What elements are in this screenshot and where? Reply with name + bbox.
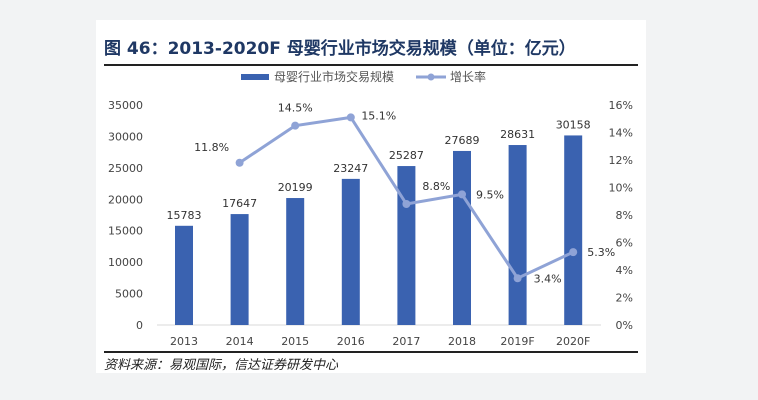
y-right-tick-label: 14% — [609, 127, 633, 140]
y-left-tick-label: 30000 — [108, 130, 143, 143]
source-divider — [104, 351, 638, 353]
growth-value-label: 3.4% — [534, 272, 562, 285]
bar-value-label: 23247 — [333, 162, 368, 175]
chart-title: 图 46：2013-2020F 母婴行业市场交易规模（单位：亿元） — [104, 39, 576, 59]
bar-value-label: 20199 — [278, 181, 313, 194]
y-left-tick-label: 25000 — [108, 162, 143, 175]
y-right-tick-label: 12% — [609, 154, 633, 167]
y-right-tick-label: 8% — [616, 209, 633, 222]
legend-bar-label: 母婴行业市场交易规模 — [274, 69, 394, 84]
growth-point — [569, 248, 578, 257]
chart-svg: 母婴行业市场交易规模 增长率 0 5000 10000 15000 20000 25000 30… — [108, 69, 633, 348]
bar — [230, 214, 249, 325]
growth-value-label: 14.5% — [278, 102, 313, 115]
x-tick-label: 2014 — [226, 335, 254, 348]
y-left-tick-label: 0 — [136, 319, 143, 332]
growth-point — [402, 200, 411, 208]
x-tick-label: 2018 — [448, 335, 476, 348]
bar-value-label: 30158 — [556, 118, 591, 131]
y-left-tick-label: 20000 — [108, 193, 143, 206]
y-right-tick-label: 2% — [616, 292, 633, 305]
legend-line-marker — [427, 73, 435, 81]
bar — [175, 225, 193, 325]
y-right-tick-label: 6% — [616, 237, 633, 250]
x-tick-label: 2015 — [281, 335, 309, 348]
bar-value-label: 15783 — [167, 209, 202, 222]
legend-bar-swatch — [241, 74, 269, 80]
chart-card: 图 46：2013-2020F 母婴行业市场交易规模（单位：亿元） 母婴行业市场… — [96, 20, 646, 373]
growth-point — [346, 113, 355, 122]
bar — [453, 150, 471, 325]
y-left-tick-label: 15000 — [108, 225, 143, 238]
bar-value-label: 28631 — [500, 128, 535, 141]
x-tick-label: 2020F — [556, 335, 590, 348]
x-tick-label: 2013 — [170, 335, 198, 348]
y-left-tick-label: 35000 — [108, 99, 143, 112]
y-left-tick-label: 5000 — [115, 288, 143, 301]
legend-line-label: 增长率 — [450, 69, 486, 84]
growth-point — [291, 121, 300, 130]
y-right-tick-label: 4% — [616, 264, 633, 277]
growth-point — [458, 190, 466, 199]
x-tick-label: 2017 — [392, 335, 420, 348]
bar-value-label: 25287 — [389, 149, 424, 162]
y-right-tick-label: 16% — [609, 99, 633, 112]
growth-value-label: 11.8% — [194, 141, 229, 154]
y-right-tick-label: 0% — [616, 319, 633, 332]
growth-value-label: 15.1% — [361, 109, 396, 122]
growth-point — [513, 274, 522, 283]
growth-value-label: 5.3% — [587, 246, 615, 259]
bar-value-label: 27689 — [445, 134, 480, 147]
growth-value-label: 8.8% — [422, 180, 450, 193]
x-tick-label: 2016 — [337, 335, 365, 348]
bar — [508, 145, 527, 325]
y-left-tick-label: 10000 — [108, 256, 143, 269]
x-tick-label: 2019F — [500, 335, 534, 348]
growth-value-label: 9.5% — [476, 188, 504, 201]
y-right-tick-label: 10% — [609, 182, 633, 195]
bar — [397, 166, 416, 325]
bar — [341, 178, 360, 325]
title-divider — [104, 64, 638, 66]
bar — [564, 135, 583, 325]
source-note: 资料来源：易观国际，信达证券研发中心 — [104, 358, 339, 373]
bar-value-label: 17647 — [222, 197, 257, 210]
growth-point — [235, 158, 244, 167]
bar — [286, 198, 305, 325]
